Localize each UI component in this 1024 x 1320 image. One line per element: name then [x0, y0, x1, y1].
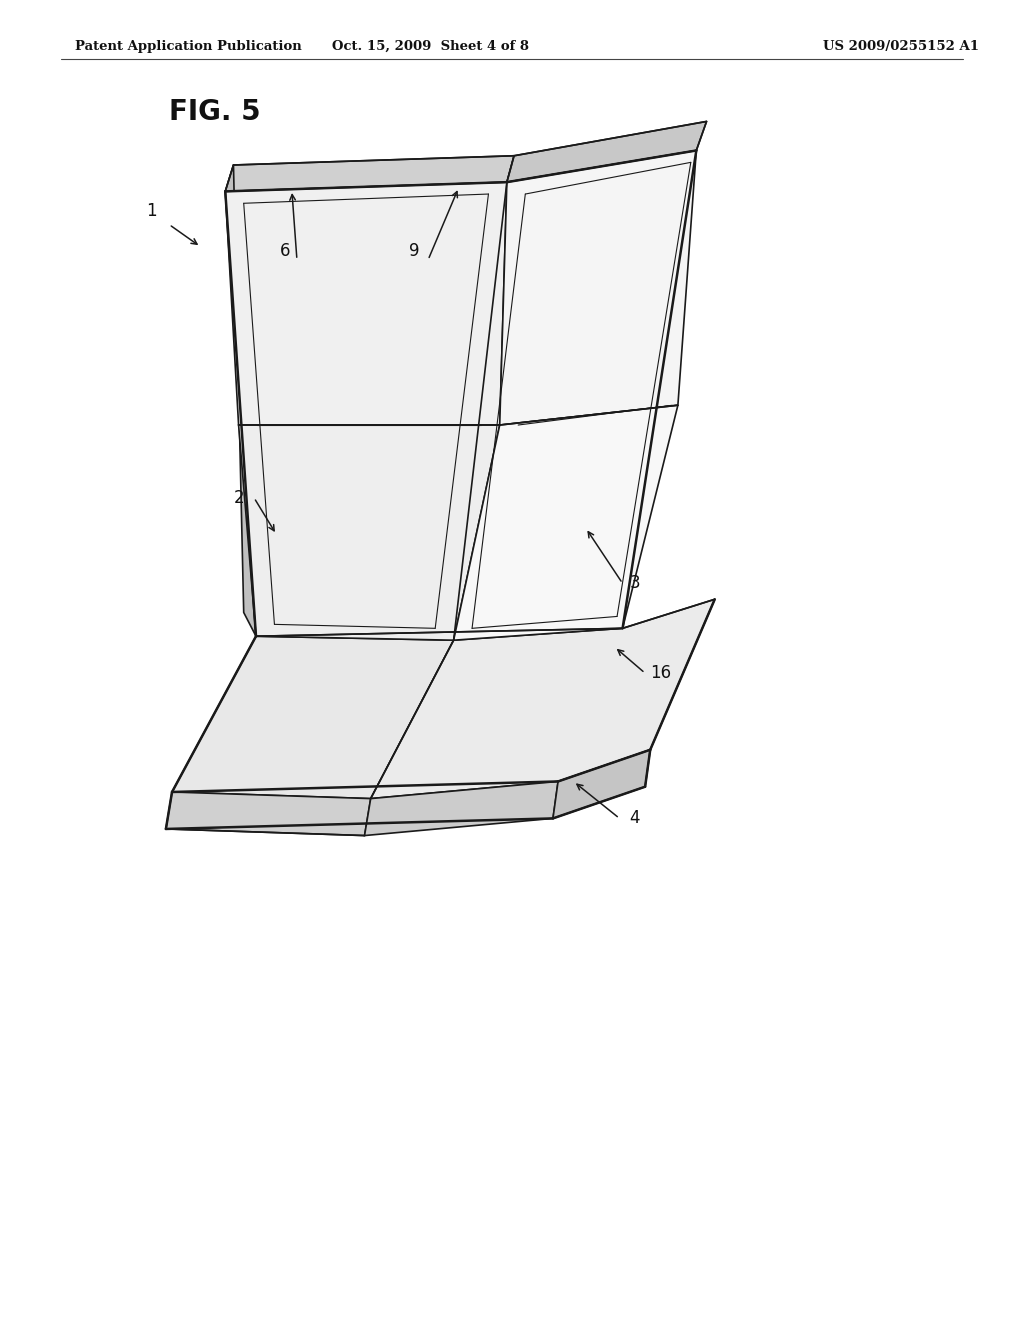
Text: 6: 6	[280, 242, 290, 260]
Text: 1: 1	[146, 202, 157, 220]
Polygon shape	[553, 750, 650, 818]
Polygon shape	[225, 182, 507, 425]
Polygon shape	[225, 156, 514, 191]
Text: 4: 4	[630, 809, 640, 828]
Text: US 2009/0255152 A1: US 2009/0255152 A1	[823, 40, 979, 53]
Polygon shape	[239, 425, 500, 640]
Text: 9: 9	[410, 242, 420, 260]
Polygon shape	[507, 121, 707, 182]
Polygon shape	[166, 792, 371, 836]
Text: FIG. 5: FIG. 5	[169, 98, 261, 127]
Text: Oct. 15, 2009  Sheet 4 of 8: Oct. 15, 2009 Sheet 4 of 8	[332, 40, 528, 53]
Text: 2: 2	[233, 488, 244, 507]
Polygon shape	[500, 150, 696, 425]
Polygon shape	[225, 165, 256, 636]
Text: 3: 3	[630, 574, 640, 593]
Polygon shape	[365, 781, 558, 836]
Polygon shape	[172, 636, 454, 799]
Polygon shape	[454, 405, 678, 640]
Text: Patent Application Publication: Patent Application Publication	[75, 40, 301, 53]
Text: 16: 16	[650, 664, 671, 682]
Polygon shape	[371, 599, 715, 799]
